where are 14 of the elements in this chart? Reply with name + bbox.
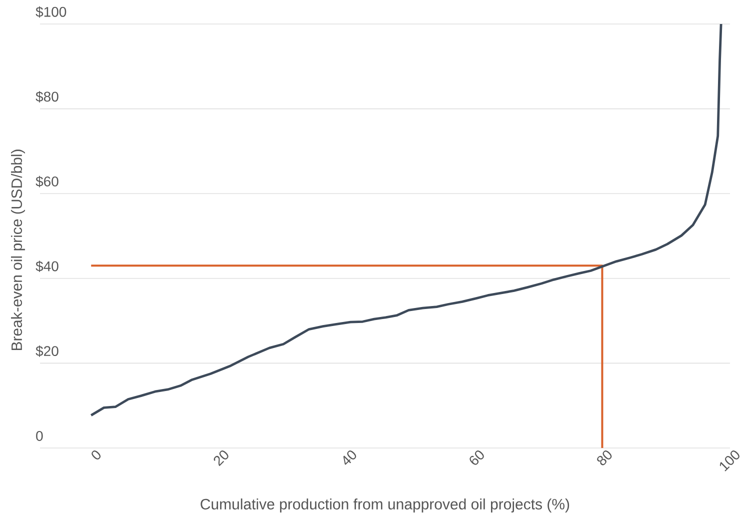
y-tick-label: $40 [36, 260, 58, 272]
y-tick-label: $20 [36, 346, 58, 357]
x-tick-label: 60 [470, 450, 484, 465]
y-tick-label: $100 [36, 6, 66, 18]
y-axis-title: Break-even oil price (USD/bbl) [11, 150, 25, 350]
x-axis-title: Cumulative production from unapproved oil projects (%) [200, 498, 570, 512]
x-tick-label: 40 [343, 450, 356, 465]
x-tick-label: 80 [597, 450, 612, 466]
x-tick-label: 0 [92, 450, 101, 460]
y-tick-label: 0 [36, 431, 43, 441]
y-tick-label: $60 [36, 176, 58, 188]
x-tick-label: 20 [214, 450, 228, 466]
y-tick-label: $80 [36, 91, 58, 102]
x-tick-label: 100 [720, 450, 740, 472]
